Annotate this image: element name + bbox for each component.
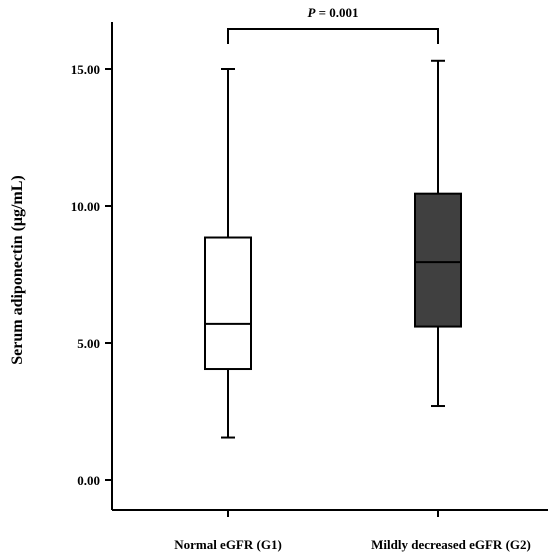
x-category-label: Normal eGFR (G1)	[174, 537, 282, 552]
boxes	[204, 59, 462, 439]
y-axis-label: Serum adiponectin (μg/mL)	[9, 175, 26, 365]
iqr-box	[204, 236, 252, 371]
y-ticks: 0.00 5.00 10.00 15.00	[71, 62, 112, 488]
box-1	[204, 68, 252, 439]
p-value-label: P = 0.001	[307, 5, 358, 20]
x-tick-labels: Normal eGFR (G1) Mildly decreased eGFR (G…	[174, 537, 531, 552]
x-category-label: Mildly decreased eGFR (G2)	[371, 537, 531, 552]
iqr-box	[414, 192, 462, 328]
significance-annotation: P = 0.001	[227, 5, 439, 44]
y-tick-label: 10.00	[71, 199, 100, 214]
box-2	[414, 59, 462, 408]
y-tick-label: 5.00	[77, 336, 100, 351]
y-tick-label: 15.00	[71, 62, 100, 77]
significance-bracket	[227, 28, 439, 44]
y-tick-label: 0.00	[77, 473, 100, 488]
axes	[111, 22, 548, 517]
